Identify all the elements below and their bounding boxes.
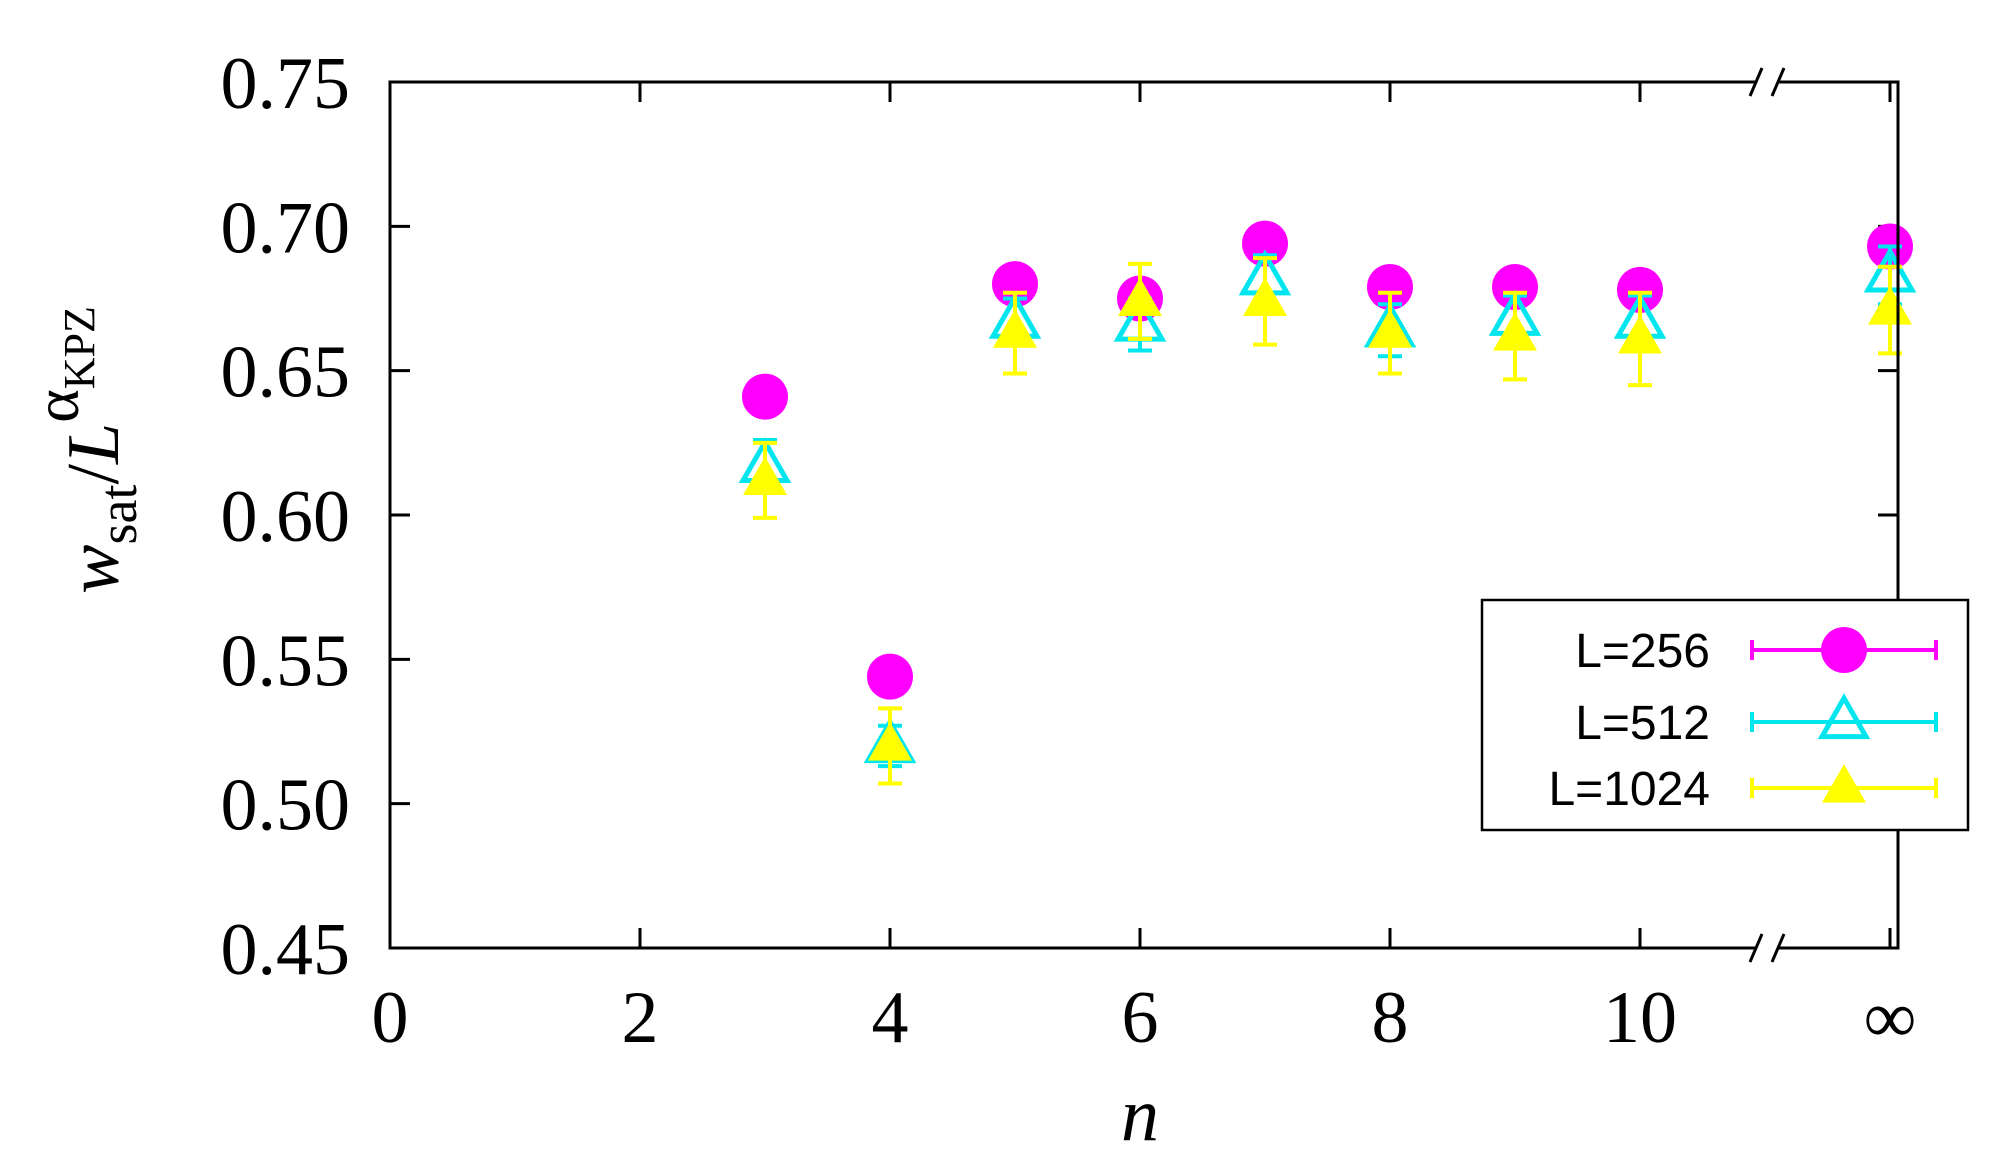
- data-point: [993, 309, 1037, 348]
- y-tick-labels: 0.45 0.50 0.55 0.60 0.65 0.70 0.75: [221, 43, 351, 991]
- axis-break-gap: [1756, 77, 1778, 87]
- data-series-layer: [738, 220, 1917, 786]
- legend-label: L=1024: [1548, 763, 1710, 816]
- plot-frame: [388, 80, 1900, 950]
- legend-marker: [1817, 693, 1871, 740]
- legend-label: L=256: [1575, 625, 1710, 678]
- svg-text:wsat/LαKPZ: wsat/LαKPZ: [21, 306, 148, 594]
- data-point: [1243, 277, 1287, 317]
- legend-marker: [1821, 627, 1867, 673]
- x-tick-label: 10: [1603, 977, 1677, 1059]
- legend: L=256 L=512 L=1024: [1480, 598, 1970, 832]
- y-label-sub: sat: [88, 485, 148, 545]
- series-l-256: [742, 220, 1913, 700]
- data-point: [1367, 263, 1413, 310]
- y-tick-label: 0.55: [221, 620, 351, 702]
- y-axis-label: wsat/LαKPZ: [21, 306, 148, 594]
- y-label-main: w: [53, 545, 135, 594]
- axis-break-mark: [1748, 933, 1764, 963]
- x-tick-label: 0: [372, 977, 409, 1059]
- x-tick-label: 6: [1122, 977, 1159, 1059]
- x-tick-label: 8: [1372, 977, 1409, 1059]
- x-tick-labels: 0 2 4 6 8 10 ∞: [372, 977, 1917, 1059]
- data-point: [1368, 309, 1412, 348]
- axis-break-gap: [1756, 943, 1778, 953]
- data-point: [1617, 266, 1663, 313]
- data-point: [1492, 263, 1538, 310]
- data-point: [992, 261, 1038, 308]
- axis-break-mark: [1770, 67, 1786, 97]
- y-tick-label: 0.45: [221, 909, 351, 991]
- y-label-slash: /: [53, 464, 135, 485]
- axis-break-mark: [1770, 933, 1786, 963]
- legend-label: L=512: [1575, 697, 1710, 750]
- x-tick-label: 2: [622, 977, 659, 1059]
- legend-marker: [1822, 764, 1866, 803]
- y-tick-label: 0.70: [221, 187, 351, 269]
- series-l-1024: [743, 256, 1912, 786]
- data-point: [868, 722, 912, 761]
- data-point: [1868, 286, 1912, 325]
- legend-box: [1480, 598, 1970, 832]
- data-point: [1118, 277, 1162, 317]
- y-label-exponent: α: [21, 389, 92, 423]
- data-point: [1618, 315, 1662, 354]
- y-label-base: L: [53, 423, 135, 465]
- y-tick-label: 0.60: [221, 476, 351, 558]
- data-point: [867, 653, 913, 700]
- y-tick-label: 0.65: [221, 332, 351, 414]
- data-point: [743, 456, 787, 495]
- x-tick-label: 4: [872, 977, 909, 1059]
- y-tick-label: 0.50: [221, 765, 351, 847]
- x-tick-label: ∞: [1864, 977, 1917, 1059]
- x-axis-label: n: [1121, 1073, 1159, 1157]
- data-point: [742, 373, 788, 420]
- y-label-exponent-sub: KPZ: [55, 306, 104, 389]
- data-point: [1493, 312, 1537, 351]
- y-tick-label: 0.75: [221, 43, 351, 125]
- axis-break-mark: [1748, 67, 1764, 97]
- axis-break-markers: [1748, 67, 1786, 963]
